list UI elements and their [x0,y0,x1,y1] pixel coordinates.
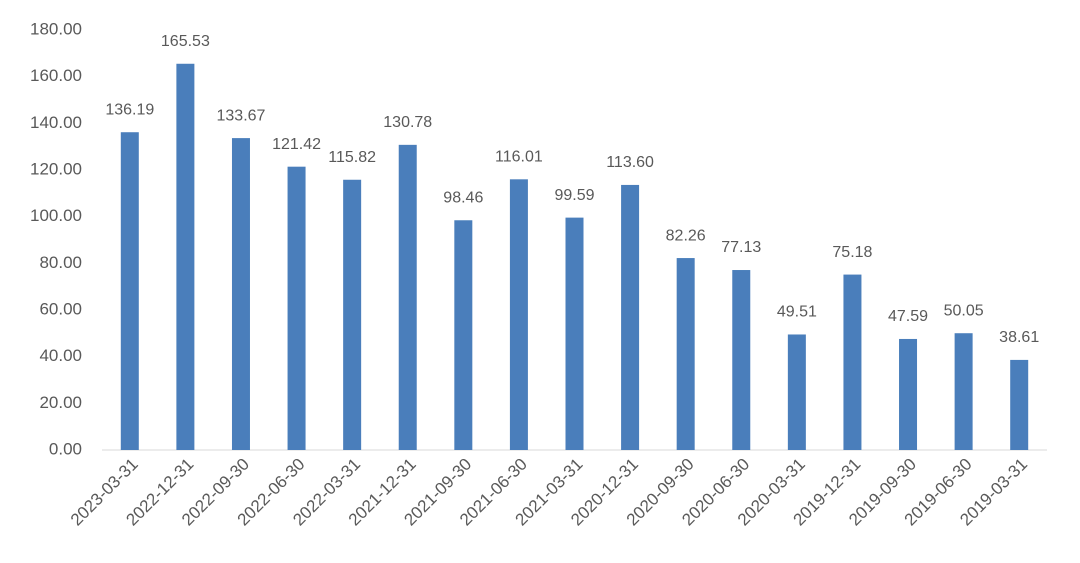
bar [899,338,918,450]
value-label: 113.60 [606,154,654,171]
bar [565,217,584,450]
value-label: 121.42 [272,136,321,153]
bar [398,144,417,450]
y-tick-label: 20.00 [39,393,82,412]
value-label: 165.53 [161,33,210,50]
value-label: 98.46 [443,189,483,206]
value-label: 82.26 [666,227,706,244]
y-tick-label: 60.00 [39,299,82,318]
value-label: 50.05 [944,302,984,319]
y-tick-label: 140.00 [30,113,82,132]
value-label: 99.59 [554,187,594,204]
bar [509,179,528,450]
bar [120,132,139,450]
bar [787,334,806,450]
value-label: 116.01 [495,149,543,166]
value-label: 130.78 [383,114,432,131]
value-label: 75.18 [832,244,872,261]
bar [954,333,973,450]
bar [454,220,473,450]
value-label: 77.13 [721,239,761,256]
y-tick-label: 160.00 [30,66,82,85]
bar [176,63,195,450]
value-label: 47.59 [888,308,928,325]
value-label: 38.61 [999,329,1039,346]
bar [1010,359,1029,450]
y-tick-label: 100.00 [30,206,82,225]
y-tick-label: 0.00 [49,439,82,458]
bar [231,138,250,450]
bar [676,258,695,450]
value-label: 49.51 [777,304,817,321]
bar [343,179,362,450]
y-tick-label: 80.00 [39,253,82,272]
y-tick-label: 40.00 [39,346,82,365]
y-tick-label: 180.00 [30,19,82,38]
value-label: 133.67 [217,107,266,124]
bar [621,184,640,450]
bar [287,166,306,451]
bar [843,274,862,450]
value-label: 136.19 [105,101,154,118]
value-label: 115.82 [328,149,376,166]
bar [732,270,751,450]
y-tick-label: 120.00 [30,159,82,178]
